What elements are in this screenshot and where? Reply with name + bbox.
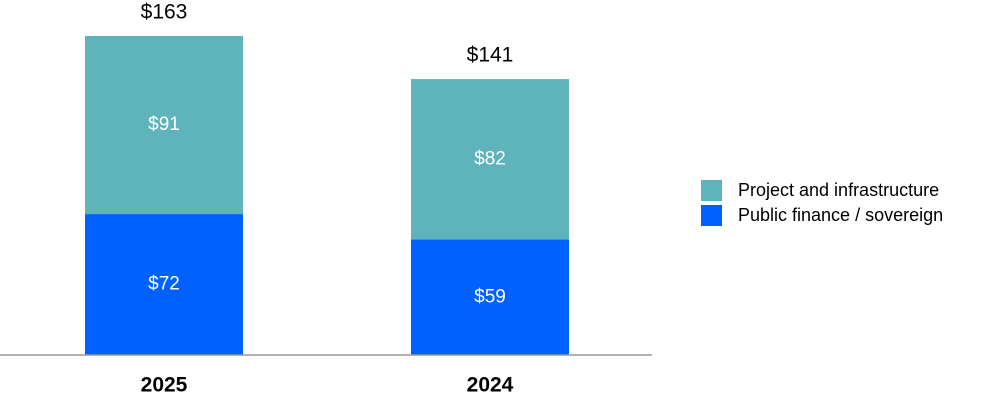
legend-swatch: [701, 205, 722, 226]
bar-segment: [85, 214, 243, 355]
x-tick-label: 2025: [141, 374, 188, 397]
bar-segment: [411, 79, 569, 240]
bar-segment: [85, 36, 243, 215]
x-tick-label: 2024: [467, 374, 514, 397]
legend-label: Public finance / sovereign: [738, 205, 943, 225]
value-label: $59: [474, 286, 506, 307]
value-label: $82: [474, 148, 506, 169]
bar-segment: [411, 239, 569, 355]
value-label: $91: [148, 114, 180, 135]
total-label: $163: [141, 1, 188, 24]
value-label: $72: [148, 274, 180, 295]
legend-swatch: [701, 180, 722, 201]
legend-label: Project and infrastructure: [738, 180, 939, 200]
total-label: $141: [467, 44, 514, 67]
